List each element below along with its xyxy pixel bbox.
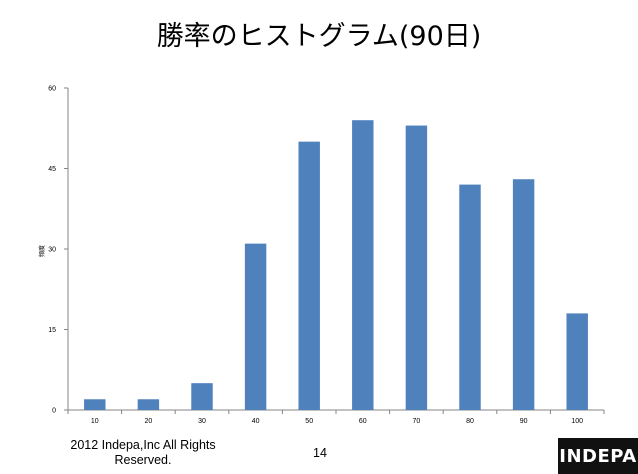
bar-50: [298, 141, 320, 410]
bar-30: [191, 383, 213, 410]
page-number: 14: [313, 446, 327, 460]
bars: [84, 120, 588, 411]
footer-copyright: 2012 Indepa,Inc All Rights Reserved.: [70, 438, 216, 467]
x-tick-label: 60: [359, 418, 367, 425]
slide-title: 勝率のヒストグラム(90日): [156, 21, 482, 52]
bar-100: [566, 313, 588, 410]
x-tick-label: 10: [91, 418, 99, 425]
x-tick-label: 40: [252, 418, 260, 425]
x-tick-label: 100: [571, 418, 583, 425]
y-tick-label: 30: [48, 247, 56, 254]
x-tick-label: 30: [198, 418, 206, 425]
x-tick-label: 70: [413, 418, 421, 425]
bar-70: [405, 125, 428, 411]
x-tick-label: 90: [520, 418, 528, 425]
indepa-logo: INDEPA: [558, 438, 638, 474]
x-axis-ticks: 10 20 30 40 50 60 70 80 90 100: [67, 410, 605, 425]
y-tick-label: 0: [52, 408, 56, 415]
bar-40: [244, 243, 267, 410]
y-axis-label: 頻度: [38, 245, 46, 257]
y-tick-label: 60: [48, 86, 56, 93]
x-tick-label: 20: [145, 418, 153, 425]
bar-10: [84, 399, 106, 410]
bar-20: [137, 399, 160, 410]
x-tick-label: 50: [305, 418, 313, 425]
bar-60: [352, 120, 374, 410]
x-tick-label: 80: [466, 418, 474, 425]
bar-90: [512, 179, 535, 410]
bar-80: [459, 184, 481, 410]
y-tick-label: 15: [48, 327, 56, 334]
y-tick-label: 45: [48, 166, 56, 173]
y-axis-ticks: 0 15 30 45 60: [48, 86, 68, 415]
